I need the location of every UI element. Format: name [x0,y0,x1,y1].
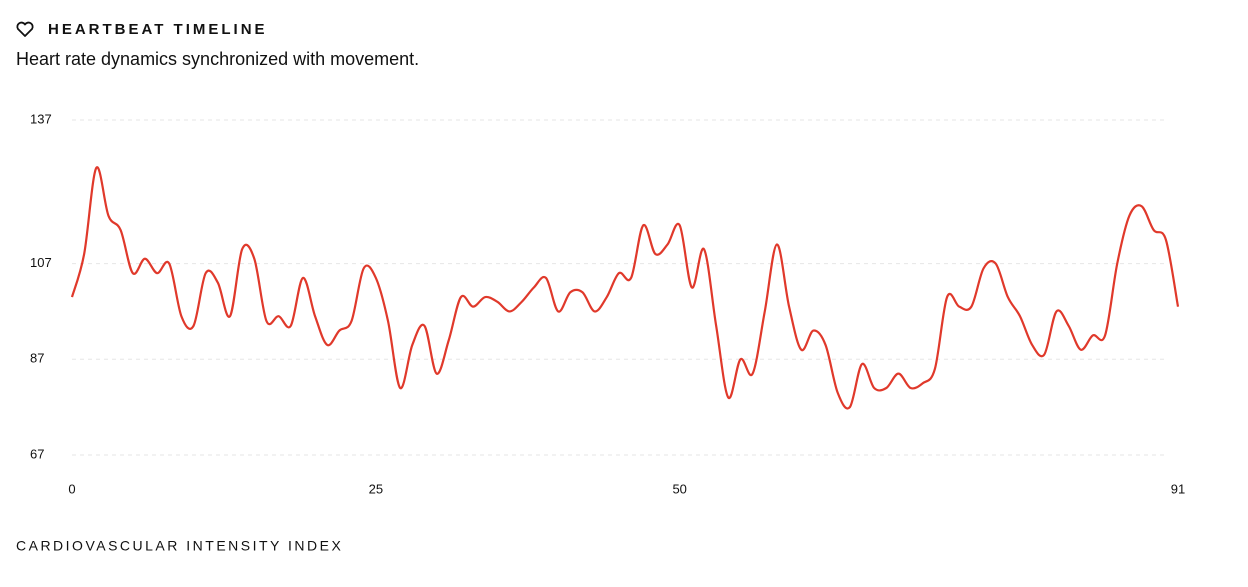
y-tick-label: 67 [30,446,44,461]
x-tick-label: 0 [68,481,75,496]
x-tick-label: 50 [672,481,686,496]
y-tick-label: 87 [30,351,44,366]
chart-subtitle: Heart rate dynamics synchronized with mo… [16,49,419,69]
y-tick-label: 107 [30,255,52,270]
x-tick-label: 91 [1171,481,1185,496]
x-axis-label: CARDIOVASCULAR INTENSITY INDEX [16,538,343,554]
x-tick-label: 25 [369,481,383,496]
y-tick-label: 137 [30,111,52,126]
heart-icon [16,21,34,37]
chart-title: HEARTBEAT TIMELINE [48,21,268,38]
line [70,166,1180,410]
